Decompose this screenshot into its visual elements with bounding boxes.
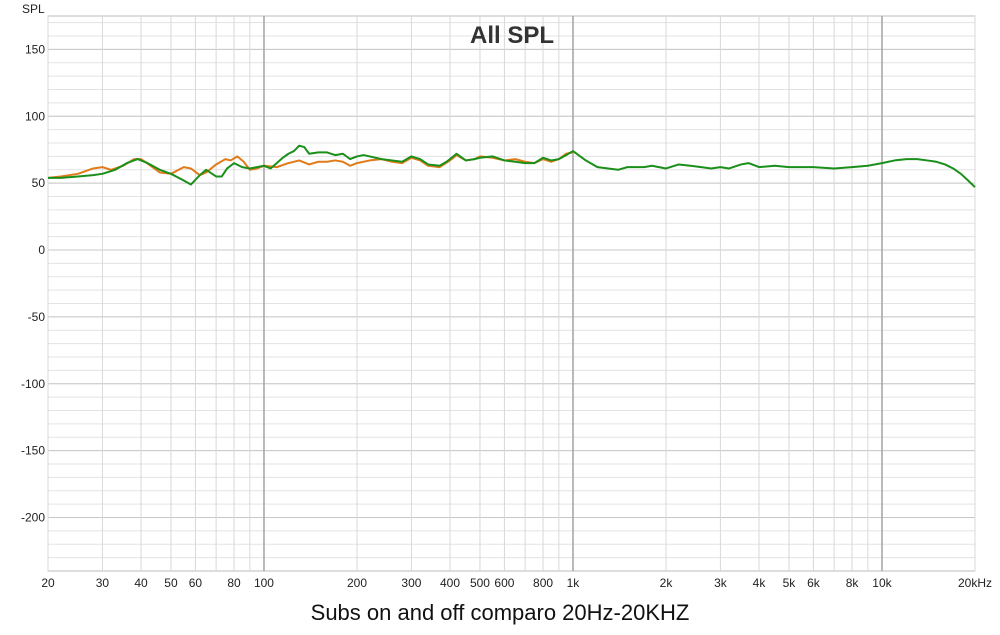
x-tick-label: 200 (347, 576, 367, 590)
x-tick-label: 6k (807, 576, 821, 590)
x-tick-label: 60 (189, 576, 203, 590)
x-tick-label: 4k (753, 576, 767, 590)
x-tick-label: 40 (134, 576, 148, 590)
x-tick-label: 5k (783, 576, 797, 590)
y-tick-label: -100 (21, 377, 45, 391)
x-tick-label: 2k (660, 576, 674, 590)
chart-caption: Subs on and off comparo 20Hz-20KHZ (310, 600, 690, 625)
grid (47, 16, 976, 571)
x-tick-label: 800 (533, 576, 553, 590)
x-tick-label: 20 (41, 576, 55, 590)
series-group (47, 144, 976, 188)
x-tick-label: 50 (164, 576, 178, 590)
x-tick-label: 8k (846, 576, 860, 590)
y-tick-label: 0 (38, 243, 45, 257)
x-tick-label: 500 (470, 576, 490, 590)
x-tick-label: 400 (440, 576, 460, 590)
x-tick-label: 3k (714, 576, 728, 590)
y-tick-label: -150 (21, 444, 45, 458)
y-tick-label: -50 (28, 310, 46, 324)
series-line (48, 144, 976, 188)
y-tick-label: 50 (32, 176, 46, 190)
y-tick-label: 150 (25, 42, 45, 56)
x-tick-label: 600 (494, 576, 514, 590)
x-tick-label: 10k (872, 576, 892, 590)
chart-title: All SPL (470, 22, 554, 49)
x-tick-label: 20kHz (958, 576, 992, 590)
x-tick-label: 100 (254, 576, 274, 590)
y-tick-label: 100 (25, 109, 45, 123)
x-tick-label: 1k (567, 576, 581, 590)
x-tick-label: 300 (401, 576, 421, 590)
y-axis-label: SPL (22, 2, 45, 16)
plot-area (47, 15, 976, 572)
x-tick-label: 30 (96, 576, 110, 590)
x-tick-label: 80 (227, 576, 241, 590)
y-tick-label: -200 (21, 511, 45, 525)
